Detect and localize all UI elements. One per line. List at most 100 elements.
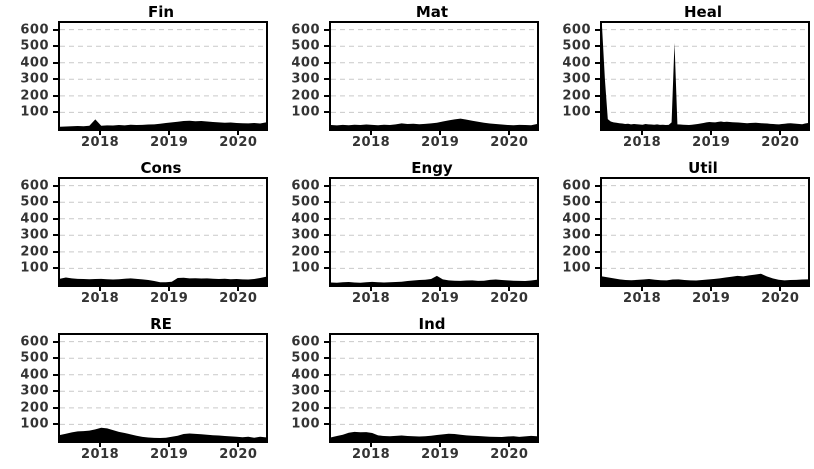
plot-area bbox=[600, 21, 810, 131]
y-tick-label: 200 bbox=[20, 88, 49, 104]
y-tick-label: 300 bbox=[562, 227, 591, 243]
x-tick-label: 2020 bbox=[761, 135, 800, 150]
y-tick-label: 100 bbox=[562, 104, 591, 120]
x-tick-label: 2018 bbox=[623, 291, 662, 306]
y-tick-mark bbox=[595, 234, 600, 237]
y-tick-mark bbox=[595, 217, 600, 220]
series-area bbox=[331, 118, 537, 129]
y-tick-label: 300 bbox=[291, 71, 320, 87]
plot-area bbox=[329, 333, 539, 443]
y-tick-mark bbox=[595, 111, 600, 114]
subplot-util: Util 100 200 300 400 500 600 2018 2019 2020 bbox=[542, 156, 813, 312]
plot-row: 100 200 300 400 500 600 bbox=[6, 21, 271, 131]
x-tick-mark bbox=[439, 287, 442, 291]
x-tick-label: 2020 bbox=[490, 447, 529, 462]
x-axis-labels: 2018 2019 2020 bbox=[329, 131, 539, 155]
x-tick-mark bbox=[168, 131, 171, 135]
x-axis-labels: 2018 2019 2020 bbox=[329, 443, 539, 467]
y-tick-label: 600 bbox=[291, 334, 320, 350]
subplot-title: Fin bbox=[147, 3, 175, 21]
y-tick-label: 200 bbox=[291, 400, 320, 416]
subplot-re: RE 100 200 300 400 500 600 2018 2019 2020 bbox=[0, 312, 271, 468]
x-tick-mark bbox=[370, 443, 373, 447]
y-tick-label: 100 bbox=[291, 260, 320, 276]
y-tick-label: 300 bbox=[291, 227, 320, 243]
x-tick-label: 2019 bbox=[150, 291, 189, 306]
y-tick-mark bbox=[595, 184, 600, 187]
y-tick-mark bbox=[53, 390, 58, 393]
plot-row: 100 200 300 400 500 600 bbox=[277, 21, 542, 131]
y-tick-mark bbox=[53, 45, 58, 48]
y-tick-label: 400 bbox=[291, 211, 320, 227]
y-tick-mark bbox=[324, 357, 329, 360]
y-tick-label: 500 bbox=[20, 38, 49, 54]
x-axis-labels: 2018 2019 2020 bbox=[58, 443, 268, 467]
y-tick-mark bbox=[595, 28, 600, 31]
x-tick-label: 2019 bbox=[692, 291, 731, 306]
y-tick-label: 100 bbox=[291, 416, 320, 432]
y-tick-mark bbox=[53, 373, 58, 376]
plot-row: 100 200 300 400 500 600 bbox=[548, 21, 813, 131]
x-tick-label: 2018 bbox=[352, 291, 391, 306]
subplot-title: Engy bbox=[411, 159, 453, 177]
y-tick-label: 300 bbox=[20, 71, 49, 87]
x-axis-labels: 2018 2019 2020 bbox=[600, 287, 810, 311]
plot-area bbox=[329, 177, 539, 287]
y-tick-label: 200 bbox=[291, 88, 320, 104]
y-tick-mark bbox=[324, 267, 329, 270]
y-axis-labels: 100 200 300 400 500 600 bbox=[277, 178, 329, 285]
y-tick-label: 600 bbox=[562, 22, 591, 38]
y-axis-labels: 100 200 300 400 500 600 bbox=[6, 334, 58, 441]
x-tick-label: 2019 bbox=[692, 135, 731, 150]
y-tick-label: 400 bbox=[291, 367, 320, 383]
y-tick-mark bbox=[324, 250, 329, 253]
y-tick-mark bbox=[595, 61, 600, 64]
x-tick-mark bbox=[779, 287, 782, 291]
y-axis-labels: 100 200 300 400 500 600 bbox=[6, 22, 58, 129]
y-tick-label: 400 bbox=[20, 55, 49, 71]
x-tick-label: 2020 bbox=[490, 291, 529, 306]
series-area bbox=[331, 431, 537, 441]
x-tick-mark bbox=[710, 131, 713, 135]
y-axis-labels: 100 200 300 400 500 600 bbox=[277, 334, 329, 441]
x-tick-mark bbox=[99, 287, 102, 291]
y-tick-mark bbox=[53, 357, 58, 360]
x-tick-label: 2018 bbox=[81, 447, 120, 462]
y-tick-mark bbox=[595, 78, 600, 81]
x-tick-mark bbox=[439, 131, 442, 135]
y-tick-mark bbox=[324, 390, 329, 393]
x-tick-label: 2018 bbox=[81, 291, 120, 306]
y-tick-mark bbox=[53, 406, 58, 409]
y-tick-label: 300 bbox=[291, 383, 320, 399]
x-axis-labels: 2018 2019 2020 bbox=[58, 287, 268, 311]
y-tick-mark bbox=[53, 423, 58, 426]
y-axis-labels: 100 200 300 400 500 600 bbox=[277, 22, 329, 129]
x-tick-label: 2020 bbox=[219, 291, 258, 306]
plot-area bbox=[58, 21, 268, 131]
x-tick-mark bbox=[439, 443, 442, 447]
y-axis-labels: 100 200 300 400 500 600 bbox=[6, 178, 58, 285]
subplot-cons: Cons 100 200 300 400 500 600 2018 2019 2020 bbox=[0, 156, 271, 312]
x-tick-mark bbox=[370, 131, 373, 135]
y-tick-mark bbox=[53, 28, 58, 31]
y-tick-label: 600 bbox=[20, 22, 49, 38]
y-tick-mark bbox=[53, 111, 58, 114]
y-tick-label: 200 bbox=[291, 244, 320, 260]
y-tick-mark bbox=[53, 61, 58, 64]
y-tick-label: 600 bbox=[20, 334, 49, 350]
y-tick-label: 500 bbox=[20, 194, 49, 210]
y-tick-label: 600 bbox=[20, 178, 49, 194]
x-tick-mark bbox=[508, 287, 511, 291]
y-tick-label: 200 bbox=[562, 244, 591, 260]
y-tick-label: 500 bbox=[20, 350, 49, 366]
x-tick-label: 2020 bbox=[219, 447, 258, 462]
y-tick-label: 400 bbox=[20, 211, 49, 227]
y-tick-label: 300 bbox=[562, 71, 591, 87]
x-tick-label: 2018 bbox=[81, 135, 120, 150]
x-tick-label: 2020 bbox=[761, 291, 800, 306]
x-tick-mark bbox=[168, 443, 171, 447]
y-tick-label: 500 bbox=[291, 38, 320, 54]
y-tick-mark bbox=[324, 61, 329, 64]
y-tick-label: 500 bbox=[291, 350, 320, 366]
